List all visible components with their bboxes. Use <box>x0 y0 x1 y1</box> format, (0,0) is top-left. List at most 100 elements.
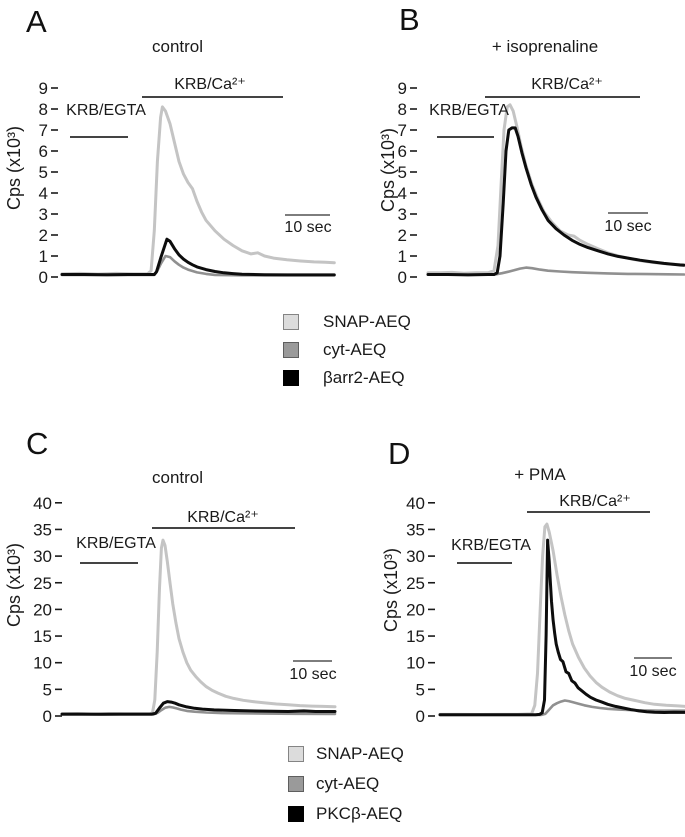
panel-b-egta-label: KRB/EGTA <box>429 102 509 119</box>
panel-b-y-tick-label: 2 <box>398 226 407 245</box>
panel-d-trace-pkc-aeq <box>438 538 685 717</box>
panel-a-ca-label: KRB/Ca²⁺ <box>174 76 246 93</box>
panel-c-y-tick-label: 30 <box>33 547 52 566</box>
legend-label: cyt-AEQ <box>316 774 380 793</box>
legend-top: SNAP-AEQ cyt-AEQ βarr2-AEQ <box>283 313 411 386</box>
panel-c-y-tick-label: 0 <box>43 707 52 726</box>
panel-a-scalebar-line <box>285 214 330 216</box>
panel-c-y-tick-label: 5 <box>43 680 52 699</box>
panel-d-scalebar-label: 10 sec <box>629 663 677 680</box>
panel-d-y-tick-label: 20 <box>406 600 425 619</box>
panel-b-ca-label: KRB/Ca²⁺ <box>531 76 603 93</box>
panel-d-y-tick-label: 25 <box>406 574 425 593</box>
snap-aeq-swatch <box>283 313 299 330</box>
panel-a-egta-label: KRB/EGTA <box>66 102 146 119</box>
legend-bottom: SNAP-AEQ cyt-AEQ PKCβ-AEQ <box>288 745 404 822</box>
panel-d-y-tick-label: 15 <box>406 627 425 646</box>
legend-item: βarr2-AEQ <box>283 369 411 386</box>
panel-b-y-tick-label: 9 <box>398 79 407 98</box>
panel-a-trace-arr2-aeq <box>60 237 336 277</box>
panel-c-y-tick-label: 15 <box>33 627 52 646</box>
panel-b-y-tick-label: 0 <box>398 268 407 287</box>
panel-c-scalebar-line <box>293 660 332 662</box>
panel-b-y-axis-label: Cps (x10³) <box>378 127 398 213</box>
panel-a-y-axis-label: Cps (x10³) <box>4 125 24 211</box>
panel-a-y-tick-label: 6 <box>39 142 48 161</box>
panel-c-scalebar-label: 10 sec <box>289 666 337 683</box>
panel-a-y-tick-label: 8 <box>39 100 48 119</box>
panel-d-ca-bar-line <box>527 511 650 513</box>
panel-b-y-tick-label: 7 <box>398 121 407 140</box>
panel-d-trace-snap-aeq <box>438 522 685 716</box>
panel-d-title: + PMA <box>514 465 566 484</box>
legend-item: SNAP-AEQ <box>288 745 404 762</box>
panel-a-y-tick-label: 4 <box>39 184 48 203</box>
legend-label: PKCβ-AEQ <box>316 804 403 823</box>
panel-c-egta-bar-line <box>80 562 138 564</box>
panel-a-scalebar-label: 10 sec <box>284 219 332 236</box>
panel-b-y-tick-label: 5 <box>398 163 407 182</box>
panel-d-y-tick-label: 5 <box>416 680 425 699</box>
legend-label: βarr2-AEQ <box>323 368 405 387</box>
panel-c-title: control <box>151 468 204 487</box>
panel-a-y-tick-label: 2 <box>39 226 48 245</box>
legend-label: SNAP-AEQ <box>323 312 411 331</box>
panel-c-letter: C <box>26 426 49 461</box>
panel-b-letter: B <box>399 2 420 37</box>
panel-c-y-axis-label: Cps (x10³) <box>4 542 24 628</box>
panel-b-trace-snap-aeq <box>426 103 685 275</box>
panel-c-y-tick-label: 20 <box>33 600 52 619</box>
panel-a-y-tick-label: 0 <box>39 268 48 287</box>
panel-c-ca-label: KRB/Ca²⁺ <box>187 509 259 526</box>
panel-a-y-tick-label: 9 <box>39 79 48 98</box>
panel-c-y-tick-label: 40 <box>33 494 52 513</box>
panel-d-y-tick-label: 35 <box>406 520 425 539</box>
panel-c-y-tick-label: 10 <box>33 654 52 673</box>
panel-d-scalebar-line <box>634 657 672 659</box>
legend-item: cyt-AEQ <box>283 341 411 358</box>
panel-d-letter: D <box>388 436 411 471</box>
panel-b-scalebar-label: 10 sec <box>604 218 652 235</box>
panel-d-ca-label: KRB/Ca²⁺ <box>559 493 631 510</box>
legend-label: SNAP-AEQ <box>316 744 404 763</box>
panel-c-ca-bar-line <box>152 527 295 529</box>
panel-d-egta-bar-line <box>457 562 512 564</box>
barr2-aeq-swatch <box>283 369 299 386</box>
panel-c-egta-label: KRB/EGTA <box>76 535 156 552</box>
cyt-aeq-swatch <box>288 775 304 792</box>
panel-b-y-tick-label: 6 <box>398 142 407 161</box>
panel-d-y-tick-label: 30 <box>406 547 425 566</box>
panel-b-ca-bar-line <box>485 96 640 98</box>
panel-a-egta-bar-line <box>70 136 128 138</box>
panel-b-egta-bar-line <box>437 136 494 138</box>
panel-a-title: control <box>151 37 204 56</box>
panel-a-y-tick-label: 7 <box>39 121 48 140</box>
snap-aeq-swatch <box>288 745 304 762</box>
panel-d-y-tick-label: 40 <box>406 494 425 513</box>
panel-a-y-tick-label: 3 <box>39 205 48 224</box>
panel-b-y-tick-label: 3 <box>398 205 407 224</box>
panel-a-ca-bar-line <box>142 96 283 98</box>
panel-b-y-tick-label: 4 <box>398 184 407 203</box>
panel-b-y-tick-label: 1 <box>398 247 407 266</box>
panel-b-y-tick-label: 8 <box>398 100 407 119</box>
panel-c-trace-snap-aeq <box>60 538 337 716</box>
panel-c-y-tick-label: 25 <box>33 574 52 593</box>
legend-item: PKCβ-AEQ <box>288 805 404 822</box>
pkcb-aeq-swatch <box>288 805 304 822</box>
panel-c-y-tick-label: 35 <box>33 520 52 539</box>
panel-d-y-tick-label: 0 <box>416 707 425 726</box>
panel-a-y-tick-label: 1 <box>39 247 48 266</box>
panel-b-title: + isoprenaline <box>491 37 599 56</box>
panel-a-letter: A <box>26 4 47 39</box>
legend-label: cyt-AEQ <box>323 340 387 359</box>
panel-d-y-tick-label: 10 <box>406 654 425 673</box>
panel-a-y-tick-label: 5 <box>39 163 48 182</box>
panel-b-trace-arr2-aeq <box>426 126 685 277</box>
panel-d-egta-label: KRB/EGTA <box>451 537 531 554</box>
legend-item: SNAP-AEQ <box>283 313 411 330</box>
legend-item: cyt-AEQ <box>288 775 404 792</box>
panel-a-trace-snap-aeq <box>60 105 336 276</box>
